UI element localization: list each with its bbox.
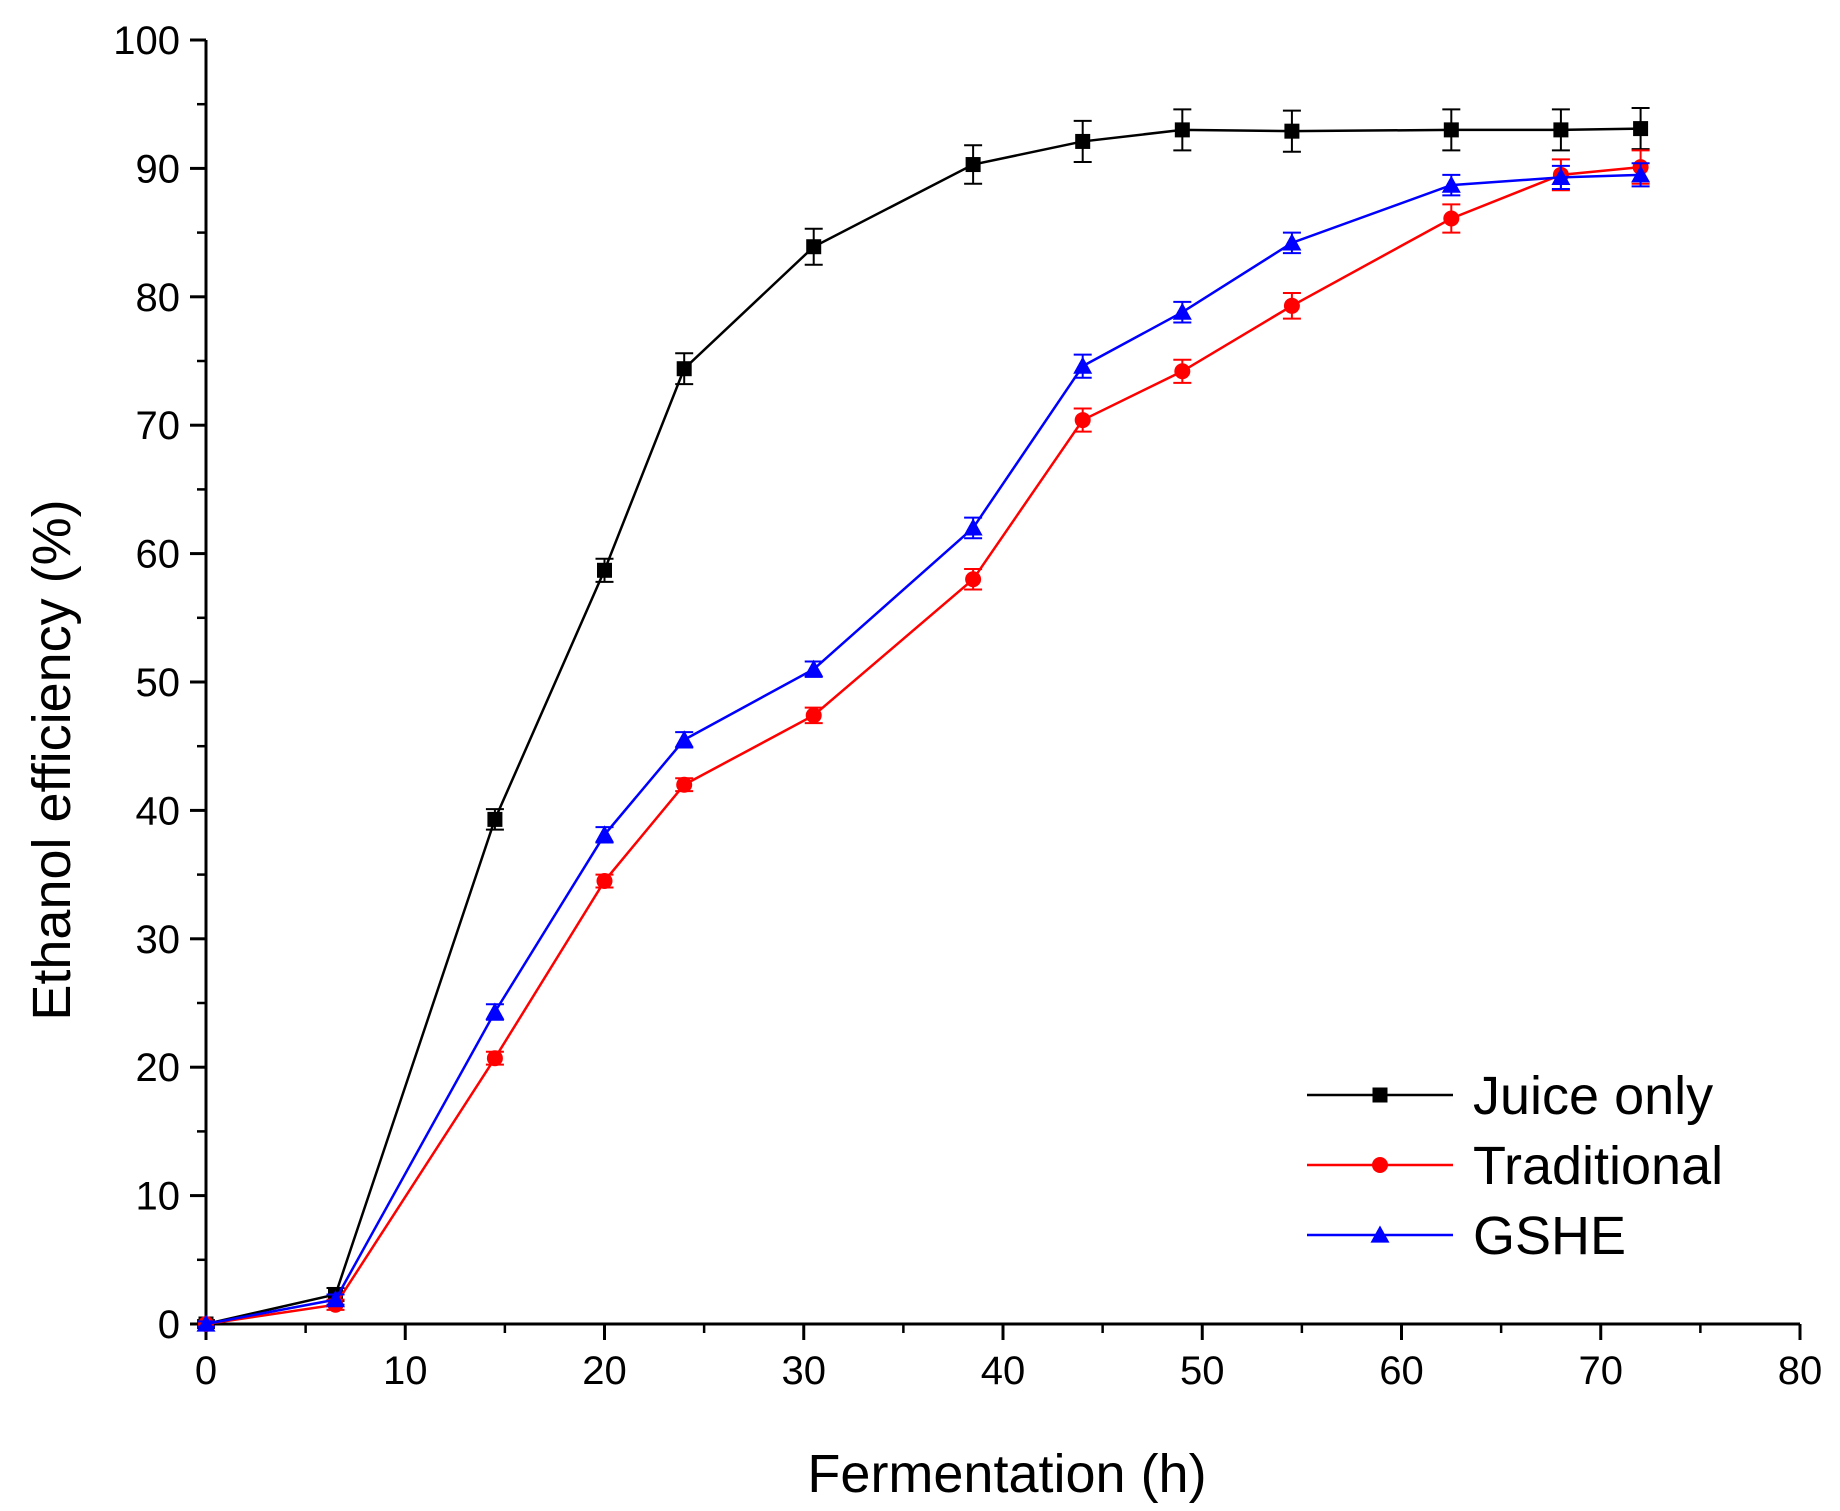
x-tick-label: 50 [1180, 1349, 1225, 1393]
data-point-juice-only [965, 157, 981, 173]
data-point-gshe [595, 825, 614, 843]
data-point-gshe [196, 1314, 216, 1332]
data-point-juice-only [487, 811, 503, 827]
axes: 0 10 20 30 40 50 60 70 80 0 10 20 30 40 50 60 70 80 90 100 [113, 19, 1822, 1393]
data-point-traditional [596, 873, 613, 890]
y-tick-label: 30 [136, 918, 181, 962]
data-point-traditional [965, 571, 982, 588]
data-point-juice-only [1443, 122, 1459, 138]
x-tick-label: 30 [782, 1349, 827, 1393]
y-tick-label: 50 [136, 661, 181, 705]
legend-item-gshe: GSHE [1307, 1206, 1626, 1266]
data-point-juice-only [1633, 121, 1649, 137]
data-point-juice-only [806, 239, 822, 255]
data-point-gshe [963, 518, 983, 536]
data-point-gshe [1282, 233, 1302, 251]
x-tick-label: 10 [383, 1349, 428, 1393]
data-point-gshe [326, 1290, 346, 1308]
legend-item-traditional: Traditional [1307, 1136, 1723, 1196]
series-gshe [196, 162, 1651, 1332]
x-axis-title: Fermentation (h) [807, 1444, 1206, 1504]
x-tick-label: 40 [981, 1349, 1026, 1393]
legend-marker [1372, 1087, 1388, 1103]
y-tick-label: 20 [136, 1046, 181, 1090]
legend-label: Juice only [1473, 1066, 1713, 1126]
data-point-traditional [805, 707, 822, 724]
legend: Juice only Traditional GSHE [1307, 1066, 1723, 1266]
y-tick-label: 80 [136, 276, 181, 320]
legend-marker [1370, 1225, 1390, 1243]
data-point-traditional [1443, 210, 1460, 227]
data-point-juice-only [1284, 123, 1300, 139]
data-point-traditional [486, 1050, 503, 1067]
y-axis-title: Ethanol efficiency (%) [22, 499, 82, 1020]
data-point-traditional [676, 776, 693, 793]
legend-marker [1372, 1157, 1388, 1173]
data-point-gshe [1172, 302, 1192, 320]
y-tick-label: 100 [113, 19, 180, 63]
data-point-gshe [1631, 165, 1651, 183]
y-tick-label: 0 [158, 1303, 180, 1347]
legend-label: Traditional [1473, 1136, 1723, 1196]
data-point-gshe [1441, 175, 1461, 193]
legend-label: GSHE [1473, 1206, 1626, 1266]
data-point-juice-only [1075, 133, 1091, 149]
data-point-gshe [674, 730, 694, 748]
y-tick-label: 90 [136, 147, 181, 191]
data-point-juice-only [676, 361, 692, 377]
x-tick-label: 60 [1379, 1349, 1424, 1393]
series-juice-only [197, 107, 1650, 1332]
data-point-juice-only [597, 562, 612, 578]
data-point-juice-only [1174, 122, 1190, 138]
y-tick-label: 70 [136, 404, 181, 448]
y-tick-label: 60 [136, 533, 181, 577]
x-tick-label: 0 [195, 1349, 217, 1393]
data-point-traditional [1174, 363, 1191, 380]
data-point-gshe [1073, 356, 1093, 374]
data-point-gshe [485, 1002, 505, 1020]
data-point-traditional [1283, 297, 1300, 314]
data-point-juice-only [1553, 122, 1569, 138]
x-tick-label: 20 [582, 1349, 627, 1393]
y-tick-label: 40 [136, 789, 181, 833]
series-layer [196, 107, 1651, 1332]
data-point-traditional [1074, 412, 1091, 429]
data-point-gshe [804, 659, 824, 677]
series-traditional [197, 149, 1650, 1332]
x-tick-label: 80 [1778, 1349, 1823, 1393]
data-point-gshe [1551, 167, 1571, 185]
legend-item-juice-only: Juice only [1307, 1066, 1713, 1126]
y-tick-label: 10 [136, 1175, 181, 1219]
x-tick-label: 70 [1579, 1349, 1624, 1393]
